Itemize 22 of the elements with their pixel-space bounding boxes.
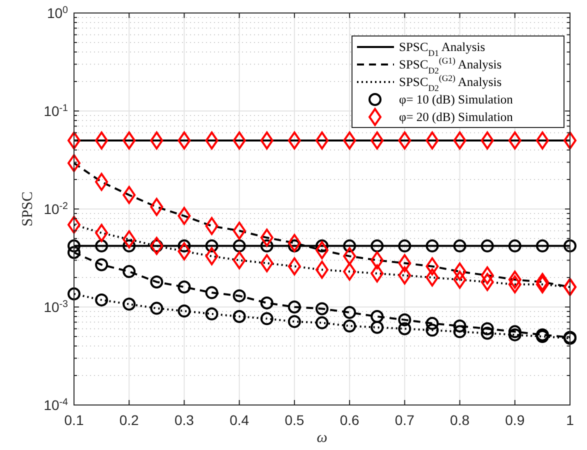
y-tick-label: 10$^{-1}$ <box>44 102 68 119</box>
x-tick-label: 0.2 <box>119 412 140 428</box>
x-axis-title: ω <box>316 430 328 446</box>
x-tick-label: 1 <box>566 412 574 428</box>
y-tick-label: 10$^{-3}$ <box>44 298 69 315</box>
x-tick-label: 0.8 <box>450 412 470 428</box>
x-tick-label: 0.9 <box>505 412 525 428</box>
x-tick-label: 0.6 <box>340 412 360 428</box>
y-tick-label: 10$^{-4}$ <box>44 396 69 413</box>
y-tick-label: 10$^{-2}$ <box>44 200 68 217</box>
x-tick-label: 0.7 <box>394 412 415 428</box>
legend-label: SPSC$_{D2}$$^{(G2)}$ Analysis <box>399 73 502 93</box>
y-axis-title: SPSC <box>20 191 36 227</box>
x-tick-label: 0.1 <box>64 412 84 428</box>
legend-label: SPSC$_{D2}$$^{(G1)}$ Analysis <box>399 56 502 76</box>
x-tick-label: 0.5 <box>284 412 304 428</box>
legend-label: φ= 20 (dB) Simulation <box>399 110 514 124</box>
x-tick-label: 0.4 <box>230 412 250 428</box>
legend-label: SPSC$_{D1}$ Analysis <box>399 40 486 58</box>
y-tick-label: 10$^{0}$ <box>46 4 69 21</box>
legend-label: φ= 10 (dB) Simulation <box>399 92 514 106</box>
x-tick-label: 0.3 <box>174 412 194 428</box>
